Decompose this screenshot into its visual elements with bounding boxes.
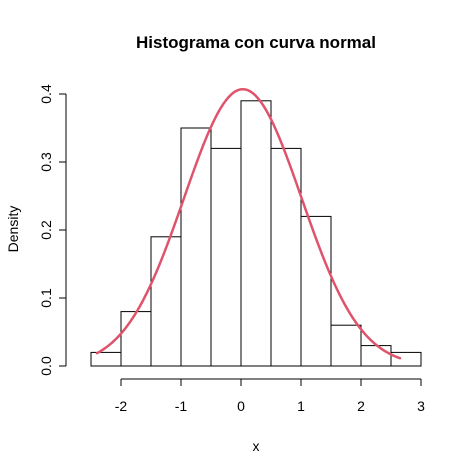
x-axis: -2 -1 0 1 2 3 [115,378,425,414]
normal-curve-layer [95,87,402,360]
x-axis-label: x [253,438,260,454]
bars-layer [90,100,422,367]
histogram-bar [330,324,362,367]
y-tick-label: 0.0 [38,356,54,376]
x-tick-label: -2 [115,398,128,414]
normal-curve [95,87,402,360]
y-axis: 0.0 0.1 0.2 0.3 0.4 [38,84,67,376]
histogram-bar [390,351,422,367]
y-tick-label: 0.3 [38,152,54,172]
y-tick-label: 0.4 [38,84,54,104]
histogram-bar [150,236,182,367]
y-axis-label: Density [5,206,21,253]
x-tick-label: 1 [297,398,305,414]
histogram-bar [90,351,122,367]
histogram-bar [360,345,392,367]
x-tick-label: 0 [237,398,245,414]
x-tick-label: 3 [417,398,425,414]
histogram-bar [120,311,152,367]
x-tick-label: -1 [175,398,188,414]
y-tick-label: 0.1 [38,288,54,308]
chart-title: Histograma con curva normal [136,33,376,52]
y-tick-label: 0.2 [38,220,54,240]
histogram-bar [240,100,272,367]
x-tick-label: 2 [357,398,365,414]
histogram-bar [210,147,242,367]
